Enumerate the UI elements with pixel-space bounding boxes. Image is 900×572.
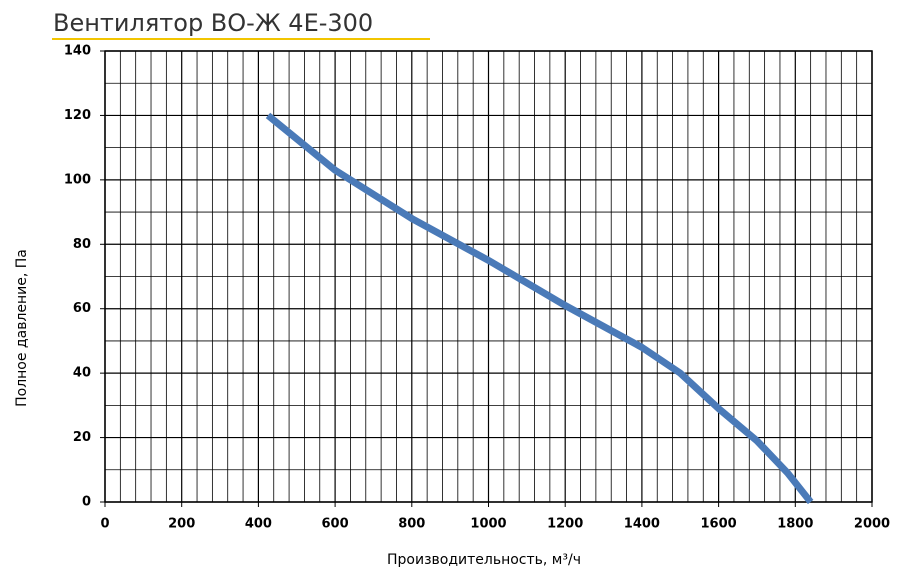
x-tick-label: 1800: [777, 517, 813, 532]
x-tick-label: 1200: [547, 517, 583, 532]
x-tick-label: 1400: [624, 517, 660, 532]
y-tick-label: 100: [64, 172, 91, 187]
data-line: [265, 112, 814, 505]
y-axis-label: Полное давление, Па: [14, 249, 30, 407]
x-axis-label: Производительность, м³/ч: [387, 552, 581, 568]
chart-title: Вентилятор ВО-Ж 4Е-300: [53, 9, 373, 37]
x-tick-label: 1600: [701, 517, 737, 532]
x-tick-label: 1000: [470, 517, 506, 532]
x-tick-label: 600: [322, 517, 349, 532]
x-tick-label: 400: [245, 517, 272, 532]
y-tick-label: 20: [73, 430, 91, 445]
x-tick-label: 200: [168, 517, 195, 532]
x-tick-label: 800: [398, 517, 425, 532]
x-tick-label: 2000: [854, 517, 890, 532]
y-tick-label: 140: [64, 44, 91, 59]
y-tick-label: 120: [64, 108, 91, 123]
plot-frame: [104, 50, 873, 503]
y-tick-label: 0: [82, 495, 91, 510]
x-tick-label: 0: [100, 517, 109, 532]
y-tick-label: 60: [73, 301, 91, 316]
y-tick-label: 80: [73, 237, 91, 252]
y-tick-label: 40: [73, 366, 91, 381]
